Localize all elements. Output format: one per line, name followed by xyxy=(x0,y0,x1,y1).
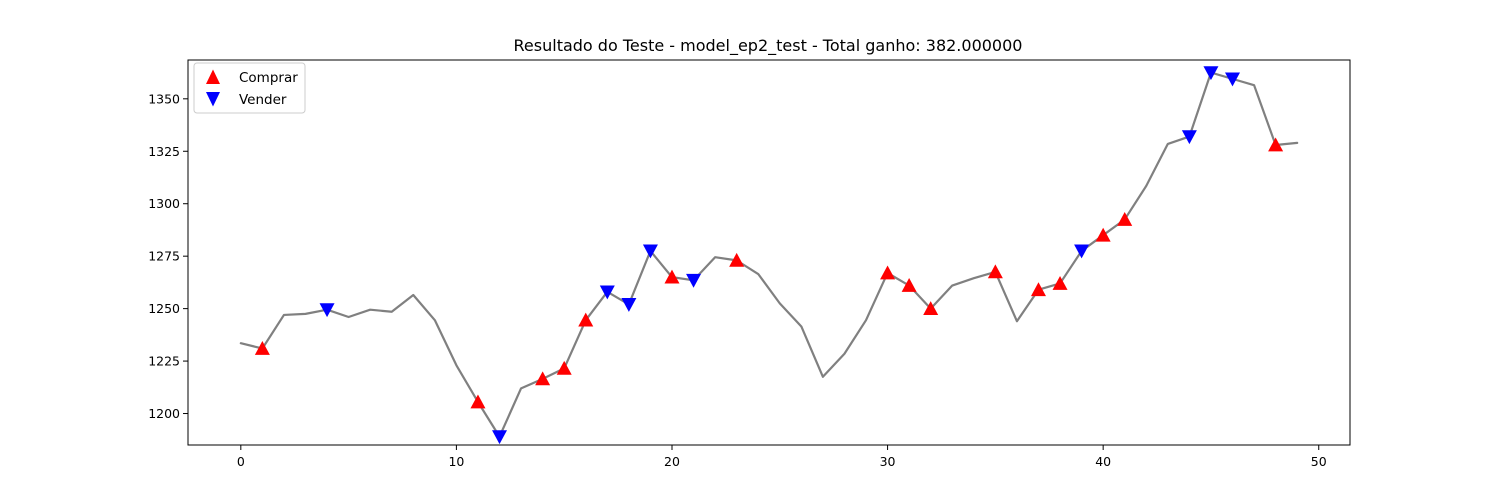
y-tick-label: 1200 xyxy=(148,406,180,421)
x-tick-label: 0 xyxy=(237,454,245,469)
comprar-marker xyxy=(1030,282,1046,297)
y-tick-label: 1250 xyxy=(148,301,180,316)
vender-marker xyxy=(492,430,508,445)
legend: Comprar Vender xyxy=(193,62,306,114)
x-tick-label: 10 xyxy=(448,454,464,469)
comprar-marker xyxy=(578,312,594,327)
legend-vender-label: Vender xyxy=(239,92,287,108)
vender-marker xyxy=(1074,244,1090,259)
y-tick-label: 1325 xyxy=(148,144,180,159)
comprar-marker xyxy=(923,301,939,315)
y-tick-label: 1275 xyxy=(148,249,180,264)
comprar-marker xyxy=(556,360,572,375)
x-tick-label: 30 xyxy=(880,454,896,469)
comprar-marker xyxy=(470,394,486,409)
x-tick-label: 20 xyxy=(664,454,680,469)
vender-marker xyxy=(1225,72,1241,87)
vender-marker xyxy=(621,298,637,312)
comprar-marker xyxy=(1095,227,1111,242)
vender-marker xyxy=(642,244,658,259)
comprar-marker xyxy=(1268,137,1284,152)
comprar-marker xyxy=(254,340,270,355)
legend-box xyxy=(193,62,306,114)
x-tick-label: 50 xyxy=(1311,454,1327,469)
comprar-marker xyxy=(1052,275,1068,290)
chart-title: Resultado do Teste - model_ep2_test - To… xyxy=(514,36,1023,56)
vender-marker xyxy=(599,285,615,300)
vender-marker xyxy=(1203,66,1219,81)
comprar-marker xyxy=(901,278,917,292)
x-tick-label: 40 xyxy=(1095,454,1111,469)
comprar-marker xyxy=(987,264,1003,279)
y-tick-label: 1350 xyxy=(148,91,180,106)
plot-frame xyxy=(187,59,1351,446)
y-tick-label: 1225 xyxy=(148,354,180,369)
plot-area: 0 10 20 30 40 50 1200 1225 1250 1275 1300 1325 1350 xyxy=(148,59,1351,469)
legend-vender-marker xyxy=(206,92,220,107)
vender-marker xyxy=(319,303,335,318)
comprar-marker xyxy=(535,371,551,386)
comprar-marker xyxy=(664,269,680,284)
comprar-marker xyxy=(1117,211,1133,226)
comprar-marker xyxy=(880,265,896,280)
vender-marker xyxy=(1181,130,1197,145)
vender-marker xyxy=(686,273,702,288)
legend-comprar-marker xyxy=(206,69,220,84)
comprar-marker xyxy=(729,252,745,267)
price-line xyxy=(239,71,1299,438)
legend-comprar-label: Comprar xyxy=(239,70,298,86)
y-tick-label: 1300 xyxy=(148,196,180,211)
